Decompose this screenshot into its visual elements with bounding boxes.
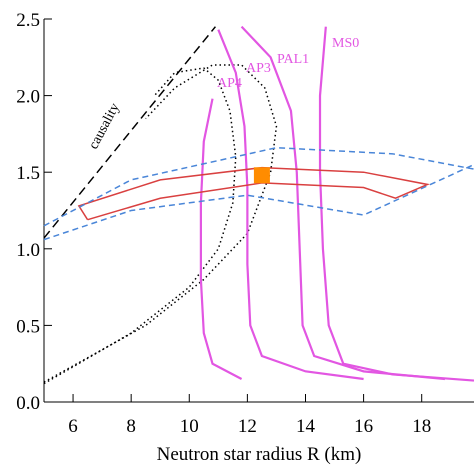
curve: [318, 26, 474, 382]
curve: [43, 26, 217, 239]
curve: [199, 98, 243, 380]
curve: [43, 64, 278, 383]
x-tick-label: 10: [180, 416, 199, 437]
measurement-point: [253, 167, 270, 184]
x-tick-label: 6: [68, 416, 78, 437]
y-tick-label: 0.0: [16, 393, 40, 414]
x-axis-label: Neutron star radius R (km): [157, 444, 362, 465]
curve: [43, 146, 474, 227]
annotation: AP4: [217, 76, 242, 91]
y-tick-label: 1.5: [16, 163, 40, 184]
curve: [240, 25, 446, 381]
curve: [43, 67, 237, 385]
x-tick-label: 16: [354, 416, 373, 437]
curve: [217, 29, 364, 381]
annotation: MS0: [332, 36, 359, 51]
x-tick-label: 14: [296, 416, 316, 437]
y-tick-label: 1.0: [16, 240, 40, 261]
x-tick-label: 12: [238, 416, 257, 437]
curve: [43, 163, 474, 241]
annotation: causality: [86, 101, 123, 152]
curve: [77, 166, 431, 221]
x-tick-label: 18: [412, 416, 431, 437]
y-tick-label: 2.5: [16, 10, 40, 31]
y-tick-label: 0.5: [16, 316, 40, 337]
x-tick-label: 8: [126, 416, 136, 437]
annotation: AP3: [246, 61, 271, 76]
annotation: PAL1: [277, 52, 309, 67]
y-tick-label: 2.0: [16, 87, 40, 108]
